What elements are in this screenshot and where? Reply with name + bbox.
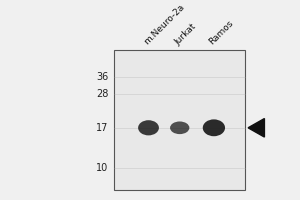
Text: 28: 28: [96, 89, 108, 99]
FancyBboxPatch shape: [114, 50, 245, 190]
Text: Ramos: Ramos: [208, 19, 236, 47]
Text: Jurkat: Jurkat: [173, 22, 198, 47]
Text: 17: 17: [96, 123, 108, 133]
Text: m.Neuro-2a: m.Neuro-2a: [142, 3, 186, 47]
Ellipse shape: [170, 121, 189, 134]
Ellipse shape: [203, 119, 225, 136]
Text: 10: 10: [96, 163, 108, 173]
Text: 36: 36: [96, 72, 108, 82]
Ellipse shape: [138, 120, 159, 135]
Polygon shape: [248, 119, 264, 137]
